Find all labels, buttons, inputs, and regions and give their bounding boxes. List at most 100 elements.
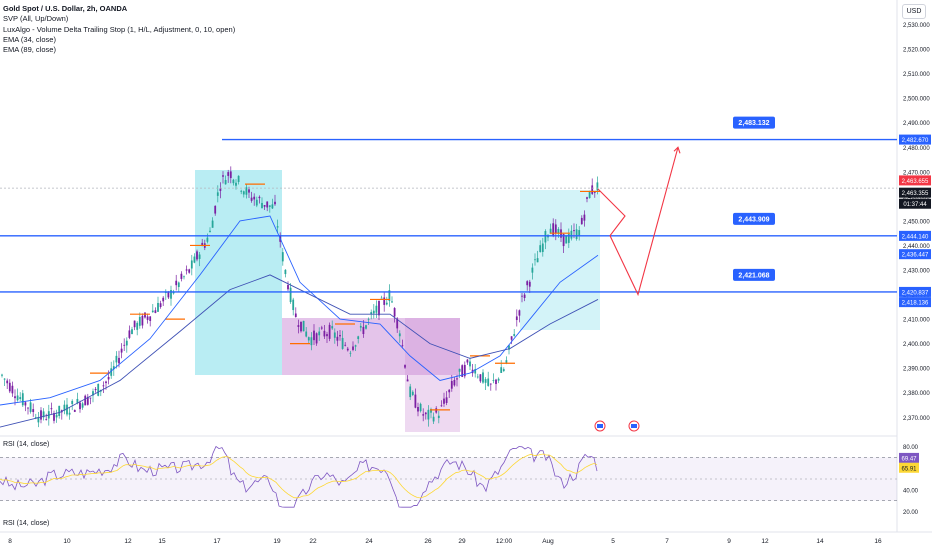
candle-body: [427, 409, 430, 420]
candle-body: [596, 182, 599, 191]
candle-body: [27, 407, 29, 409]
candle-body: [482, 372, 484, 383]
candle-body: [409, 386, 412, 398]
chart-title[interactable]: Gold Spot / U.S. Dollar, 2h, OANDA: [3, 4, 128, 13]
time-tick-label: 7: [665, 538, 669, 545]
candle-body: [232, 179, 235, 184]
candle-body: [313, 330, 315, 341]
candle-body: [175, 280, 178, 286]
candle-body: [6, 380, 9, 384]
candle-body: [536, 258, 539, 263]
candle-body: [146, 316, 149, 320]
candle-body: [354, 345, 357, 347]
candle-body: [63, 404, 66, 411]
candle-body: [476, 376, 479, 378]
projection-arrowhead: [673, 146, 681, 154]
candle-body: [411, 391, 414, 395]
candle-body: [89, 397, 92, 399]
candle-body: [248, 189, 250, 193]
candle-body: [294, 313, 297, 318]
candle-body: [365, 325, 367, 329]
volume-profile-zone: [405, 318, 460, 432]
rsi-label[interactable]: RSI (14, close): [3, 441, 50, 448]
candle-body: [573, 230, 575, 232]
candle-body: [255, 199, 258, 206]
candle-body: [502, 369, 505, 371]
rsi-label-2[interactable]: RSI (14, close): [3, 520, 50, 527]
time-tick-label: 10: [63, 538, 71, 545]
time-tick-label: 12:00: [496, 538, 513, 545]
candle-body: [123, 344, 126, 346]
candle-body: [107, 376, 110, 380]
time-tick-label: 16: [874, 538, 882, 545]
rsi-signal-text: 65.91: [901, 466, 917, 472]
candle-body: [193, 256, 196, 263]
candle-body: [144, 312, 146, 318]
time-tick-label: 12: [124, 538, 132, 545]
candle-body: [136, 322, 139, 330]
level-label-resistance: 2,483.132: [738, 120, 769, 127]
price-tick-label: 2,480.000: [903, 146, 930, 152]
candle-body: [463, 364, 466, 377]
price-tick-label: 2,410.000: [903, 318, 930, 324]
candle-body: [185, 269, 188, 271]
level-label-box-mid-support: [733, 212, 775, 225]
price-tick-label: 2,510.000: [903, 72, 930, 78]
price-tick-label: 2,370.000: [903, 416, 930, 422]
candle-body: [544, 231, 547, 243]
candle-body: [562, 234, 565, 247]
candle-body: [383, 297, 386, 305]
candle-body: [359, 325, 362, 328]
candle-body: [318, 331, 321, 336]
candle-body: [521, 295, 523, 297]
candle-body: [424, 412, 427, 415]
candle-body: [253, 196, 256, 200]
candle-body: [289, 287, 292, 303]
candle-body: [170, 290, 172, 299]
candle-body: [21, 393, 24, 406]
currency-button[interactable]: USD: [902, 4, 926, 19]
axis-tag-text-ema34-value: 2,436.447: [902, 253, 929, 259]
candle-body: [97, 383, 100, 396]
indicator-svp[interactable]: SVP (All, Up/Down): [3, 14, 69, 24]
candle-body: [362, 326, 365, 335]
candle-body: [554, 224, 557, 234]
level-label-low-support: 2,421.068: [738, 272, 769, 279]
candle-body: [469, 361, 471, 367]
candle-body: [534, 259, 536, 261]
candle-body: [24, 402, 27, 406]
axis-tag-ema34-value: [899, 249, 931, 260]
volume-profile-zone: [195, 170, 282, 375]
candle-body: [149, 316, 152, 321]
candles-group: [1, 166, 599, 428]
indicator-ema34[interactable]: EMA (34, close): [3, 34, 56, 44]
axis-tag-text-mid-support: 2,444.140: [902, 234, 929, 240]
candle-body: [45, 419, 48, 421]
candle-body: [120, 348, 123, 353]
candle-body: [19, 397, 22, 400]
axis-tag-mid-support: [899, 230, 931, 241]
candle-body: [284, 269, 287, 275]
candle-body: [53, 413, 55, 421]
candle-body: [500, 367, 503, 373]
candle-body: [326, 334, 328, 337]
candle-body: [138, 316, 141, 326]
candle-body: [68, 412, 71, 415]
price-tick-label: 2,490.000: [903, 121, 930, 127]
candle-body: [430, 408, 432, 413]
candle-body: [198, 254, 201, 259]
indicator-ema89[interactable]: EMA (89, close): [3, 45, 56, 55]
candle-body: [398, 333, 401, 337]
axis-tag-resistance: [899, 134, 931, 145]
candle-body: [331, 326, 334, 329]
candle-body: [157, 302, 159, 312]
candle-body: [112, 366, 115, 370]
candle-body: [177, 282, 180, 288]
indicator-luxalgo[interactable]: LuxAlgo - Volume Delta Trailing Stop (1,…: [3, 24, 236, 34]
candle-body: [385, 302, 388, 305]
candle-body: [323, 330, 326, 337]
candle-body: [479, 374, 482, 382]
candle-body: [76, 398, 79, 404]
candle-body: [66, 404, 68, 415]
